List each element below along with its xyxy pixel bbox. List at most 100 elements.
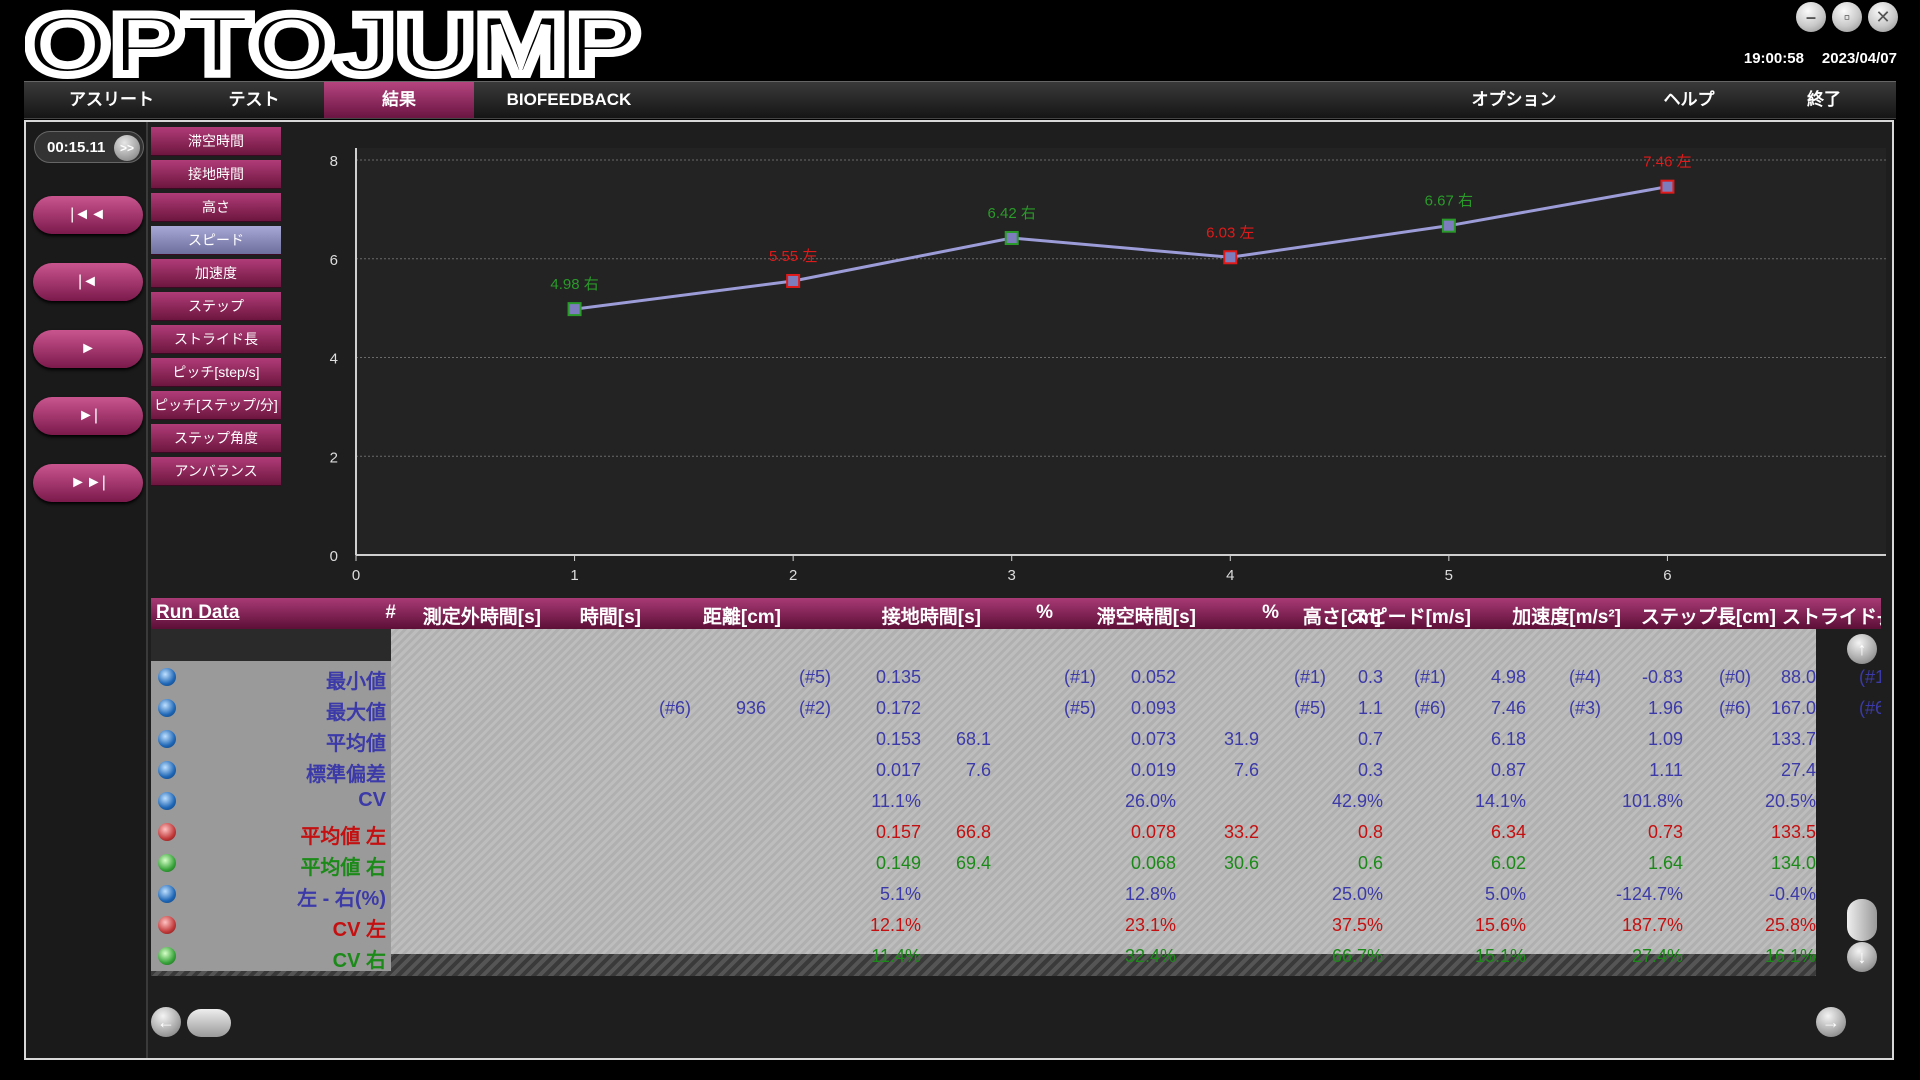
playback-controls: 00:15.11 >> |◄◄ |◄ ► ►| ►►| (26, 122, 148, 1058)
data-point (567, 302, 582, 317)
column-header[interactable]: ストライド長 (1781, 607, 1881, 628)
table-cell: 133.7 (1770, 729, 1816, 749)
table-cell: 1.11 (1649, 760, 1683, 780)
data-point (1004, 231, 1019, 246)
menu-test[interactable]: テスト (228, 90, 280, 109)
metric-button[interactable]: アンバランス (151, 457, 281, 486)
column-header[interactable]: 加速度[m/s²] (1512, 607, 1621, 628)
table-cell: 134.0 (1770, 853, 1816, 873)
table-cell: 0.7 (1357, 729, 1383, 749)
last-button[interactable]: ►►| (33, 464, 143, 502)
x-tick-label: 6 (1663, 567, 1671, 582)
table-cell: 15.6% (1474, 915, 1526, 935)
column-header[interactable]: 距離[cm] (702, 607, 781, 628)
table-cell: -0.4% (1768, 884, 1816, 904)
table-row[interactable]: 最大値 (#6) 936 (#2) 0.172 (#5) 0.093 (#5) 1.1 (#6) 7… (151, 692, 1881, 724)
blue-dot-icon (158, 761, 176, 779)
metric-button[interactable]: 加速度 (151, 259, 281, 288)
column-header[interactable]: スピード[m/s] (1349, 607, 1471, 628)
table-cell: 20.5% (1764, 791, 1816, 811)
clock-time: 19:00:58 (1743, 50, 1804, 67)
maximize-icon[interactable]: ▫ (1832, 2, 1862, 32)
previous-button[interactable]: |◄ (33, 263, 143, 301)
x-tick-label: 0 (352, 567, 360, 582)
metric-button[interactable]: スピード (151, 226, 281, 255)
column-header[interactable]: 測定外時間[s] (422, 607, 541, 628)
table-cell: 167.0 (1770, 698, 1816, 718)
table-cell: (#5) (1293, 698, 1326, 718)
y-tick-label: 4 (330, 351, 338, 368)
column-header[interactable]: 高さ[cm] (1302, 607, 1381, 628)
table-cell: -0.83 (1641, 667, 1683, 687)
menu-help[interactable]: ヘルプ (1663, 90, 1715, 109)
metric-button[interactable]: ピッチ[ステップ/分] (151, 391, 281, 420)
column-header[interactable]: 接地時間[s] (881, 607, 981, 628)
table-row[interactable]: CV 11.1% 26.0% 42.9% 14.1% 101.8% 20.5% (151, 785, 1816, 816)
green-dot-icon (158, 947, 176, 965)
table-cell: 0.3 (1357, 760, 1383, 780)
table-cell: 133.5 (1770, 822, 1816, 842)
table-row[interactable]: CV 右 11.4% 32.4% 66.7% 15.1% 27.4% 16.1% (151, 940, 1816, 972)
column-header[interactable]: 滞空時間[s] (1096, 607, 1196, 628)
scroll-down-icon[interactable]: ↓ (1847, 942, 1877, 972)
menu-biofeedback[interactable]: BIOFEEDBACK (506, 90, 632, 109)
run-data-title[interactable]: Run Data (156, 602, 240, 623)
horizontal-scrollbar[interactable]: ← → (151, 1002, 1881, 1042)
close-icon[interactable]: ✕ (1868, 2, 1898, 32)
table-cell: 0.172 (875, 698, 921, 718)
next-button[interactable]: ►| (33, 397, 143, 435)
table-cell: 33.2 (1223, 822, 1259, 842)
metric-button[interactable]: ステップ (151, 292, 281, 321)
table-cell: (#3) (1568, 698, 1601, 718)
scroll-left-icon[interactable]: ← (151, 1007, 181, 1037)
minimize-icon[interactable]: – (1796, 2, 1826, 32)
table-cell: -124.7% (1615, 884, 1683, 904)
metric-button[interactable]: ストライド長 (151, 325, 281, 354)
table-cell: 0.73 (1647, 822, 1683, 842)
metric-button[interactable]: 滞空時間 (151, 127, 281, 156)
scroll-thumb[interactable] (1847, 899, 1877, 941)
table-cell: 0.149 (875, 853, 921, 873)
metric-button[interactable]: ステップ角度 (151, 424, 281, 453)
menu-options[interactable]: オプション (1471, 90, 1557, 109)
table-cell: 0.157 (875, 822, 921, 842)
menu-athlete[interactable]: アスリート (69, 90, 154, 109)
table-row[interactable]: 標準偏差 0.017 7.6 0.019 7.6 0.3 0.87 1.11 27.4 (151, 754, 1816, 786)
table-cell: 0.093 (1130, 698, 1176, 718)
table-row[interactable]: 平均値 左 0.157 66.8 0.078 33.2 0.8 6.34 0.73 133.5 (151, 816, 1816, 848)
table-row[interactable]: CV 左 12.1% 23.1% 37.5% 15.6% 187.7% 25.8% (151, 909, 1816, 941)
table-cell: 0.6 (1357, 853, 1383, 873)
table-row[interactable]: 最小値 (#5) 0.135 (#1) 0.052 (#1) 0.3 (#1) 4.98 (#4)… (151, 661, 1881, 693)
table-cell: 15.1% (1474, 946, 1526, 966)
column-header[interactable]: % (1036, 602, 1053, 623)
data-label: 4.98 右 (550, 276, 598, 293)
table-cell: 1.1 (1357, 698, 1383, 718)
scroll-right-icon[interactable]: → (1816, 1007, 1846, 1037)
table-row[interactable]: 平均値 0.153 68.1 0.073 31.9 0.7 6.18 1.09 133.7 (151, 723, 1816, 755)
y-tick-label: 8 (330, 153, 338, 170)
first-button[interactable]: |◄◄ (33, 196, 143, 234)
table-cell: (#6) (658, 698, 691, 718)
column-header[interactable]: 時間[s] (579, 607, 641, 628)
run-data-table: Run Data # 測定外時間[s] 時間[s] 距離[cm] 接地時間[s]% 滞空時… (151, 598, 1881, 976)
scroll-up-icon[interactable]: ↑ (1847, 634, 1877, 664)
menu-exit[interactable]: 終了 (1807, 90, 1841, 109)
table-cell: 187.7% (1621, 915, 1683, 935)
column-header[interactable]: # (385, 602, 396, 623)
vertical-scrollbar[interactable]: ↑ ↓ (1847, 634, 1877, 972)
table-cell: 25.8% (1764, 915, 1816, 935)
data-point (1223, 250, 1238, 265)
column-header[interactable]: % (1262, 602, 1279, 623)
metric-button[interactable]: 高さ (151, 193, 281, 222)
metric-button[interactable]: ピッチ[step/s] (151, 358, 281, 387)
fast-forward-button[interactable]: >> (114, 135, 140, 161)
menu-results[interactable]: 結果 (324, 82, 474, 118)
play-button[interactable]: ► (33, 330, 143, 368)
table-row[interactable]: 左 - 右(%) 5.1% 12.8% 25.0% 5.0% -124.7% -0.4% (151, 878, 1816, 910)
table-row[interactable]: 平均値 右 0.149 69.4 0.068 30.6 0.6 6.02 1.64 134.0 (151, 847, 1816, 879)
metric-button[interactable]: 接地時間 (151, 160, 281, 189)
column-header[interactable]: ステップ長[cm] (1640, 607, 1776, 628)
scroll-thumb-horizontal[interactable] (187, 1009, 231, 1037)
table-cell: 0.87 (1490, 760, 1526, 780)
row-label: 左 - 右(%) (297, 888, 386, 910)
